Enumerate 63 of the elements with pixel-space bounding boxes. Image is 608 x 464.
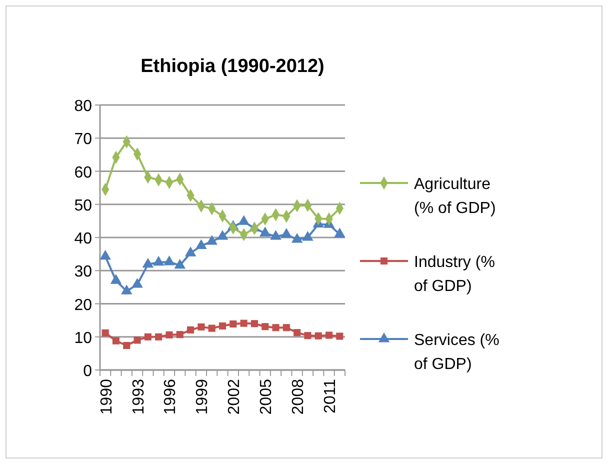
y-tick-label: 0: [83, 363, 92, 380]
point: [112, 337, 120, 344]
point: [272, 324, 280, 332]
x-tick-label: 2002: [226, 378, 244, 415]
chart-title: Ethiopia (1990-2012): [140, 56, 324, 77]
point: [152, 256, 164, 266]
point: [282, 324, 290, 332]
y-tick-label: 50: [74, 197, 92, 214]
point: [166, 331, 173, 338]
x-tick-label: 2005: [258, 378, 276, 415]
legend-label: Agriculture (% of GDP): [414, 176, 496, 217]
point: [100, 250, 111, 260]
point: [238, 215, 250, 225]
x-tick-label: 1999: [194, 378, 212, 415]
point: [294, 329, 301, 336]
point: [240, 320, 248, 327]
point: [304, 332, 312, 340]
y-tick-label: 60: [74, 164, 92, 182]
point: [134, 336, 141, 344]
point: [230, 320, 237, 328]
point: [144, 333, 152, 340]
point: [250, 320, 258, 328]
point: [164, 256, 175, 266]
point: [120, 284, 132, 294]
point: [142, 258, 154, 268]
point: [155, 333, 162, 340]
point: [334, 228, 346, 238]
point: [336, 332, 344, 340]
point: [206, 234, 218, 245]
x-tick-label: 1990: [98, 378, 116, 415]
point: [325, 332, 333, 339]
point: [110, 274, 122, 284]
x-tick-label: 1996: [162, 378, 180, 415]
point: [176, 331, 184, 338]
point: [198, 323, 205, 330]
point: [196, 239, 207, 250]
point: [291, 232, 303, 243]
y-tick-label: 10: [74, 330, 92, 347]
point: [184, 246, 196, 256]
y-tick-label: 80: [74, 98, 92, 115]
y-tick-label: 40: [74, 230, 92, 248]
point: [132, 278, 143, 288]
point: [270, 230, 282, 240]
point: [314, 332, 322, 340]
x-tick-label: 2008: [290, 378, 308, 415]
legend-label: Industry (% of GDP): [414, 254, 495, 295]
y-tick-label: 30: [74, 264, 92, 281]
y-tick-label: 20: [74, 296, 92, 314]
x-tick-label: 1993: [130, 378, 148, 415]
legend-label: Services (% of GDP): [414, 332, 500, 373]
point: [259, 226, 271, 236]
point: [262, 323, 269, 330]
point: [208, 324, 216, 332]
point: [218, 322, 226, 330]
point: [102, 329, 109, 336]
point: [174, 258, 186, 269]
point: [123, 342, 130, 350]
point: [280, 228, 292, 238]
point: [302, 230, 314, 241]
point: [216, 230, 228, 240]
x-tick-label: 2011: [322, 378, 340, 414]
y-tick-label: 70: [74, 131, 92, 148]
point: [187, 326, 194, 334]
